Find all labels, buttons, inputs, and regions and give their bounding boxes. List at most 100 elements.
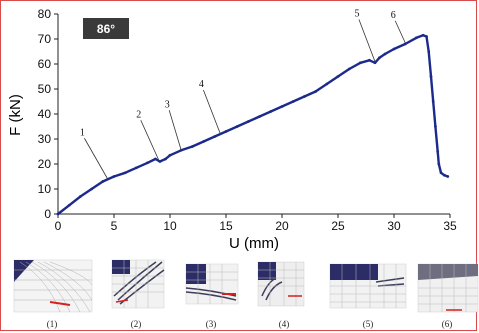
data-point <box>431 100 435 103</box>
annotation-leader-line <box>358 19 376 62</box>
annotation-label: 6 <box>391 10 396 21</box>
data-point <box>168 153 172 157</box>
annotation-layer: 1 2 3 4 5 6 <box>80 9 406 181</box>
annotation-label: 1 <box>80 127 85 138</box>
data-point <box>383 52 387 56</box>
data-point <box>258 115 261 118</box>
data-point <box>425 35 428 38</box>
x-tick-label: 25 <box>331 219 345 233</box>
data-point <box>373 61 377 65</box>
data-point <box>314 90 317 93</box>
data-point <box>359 61 362 65</box>
y-tick-label: 80 <box>38 7 52 21</box>
deformation-panels: (1) (2) (3) (4) (5) (6) <box>13 259 479 329</box>
angle-badge-text: 86° <box>97 22 115 36</box>
panel-4-image <box>257 261 305 307</box>
annotation-leader-line <box>394 20 406 43</box>
data-point <box>224 130 228 133</box>
x-tick-label: 5 <box>111 219 118 233</box>
panel-5-image <box>329 263 407 309</box>
panel-1-image <box>13 259 93 313</box>
data-point <box>135 166 138 170</box>
panel-2-caption: (2) <box>131 319 142 329</box>
data-point <box>378 56 381 60</box>
data-point <box>437 162 441 166</box>
data-point <box>443 173 446 177</box>
data-point <box>202 140 206 143</box>
x-tick-label: 0 <box>55 219 62 233</box>
data-point <box>291 100 295 103</box>
data-point <box>213 135 217 138</box>
data-point <box>392 47 396 51</box>
y-tick-label: 50 <box>38 82 52 96</box>
series-line <box>57 34 449 215</box>
annotation-label: 5 <box>354 9 359 20</box>
data-point <box>269 110 273 113</box>
panel-2-image <box>111 259 165 309</box>
data-point <box>303 95 306 98</box>
data-point <box>446 175 450 178</box>
panel-6-image <box>417 263 479 313</box>
annotation-label: 4 <box>199 79 204 90</box>
data-point <box>421 33 425 37</box>
data-point <box>179 148 183 152</box>
data-point <box>434 125 437 128</box>
data-point <box>336 75 340 78</box>
data-point <box>191 145 194 148</box>
data-point <box>90 187 93 191</box>
data-point <box>429 75 433 78</box>
data-point <box>67 203 71 207</box>
data-point <box>112 175 116 178</box>
x-tick-label: 35 <box>443 219 457 233</box>
data-point <box>403 42 407 46</box>
y-tick-label: 40 <box>38 107 52 121</box>
data-point <box>325 82 329 86</box>
annotation-label: 3 <box>165 99 170 110</box>
data-point <box>101 180 105 183</box>
data-point <box>154 157 157 161</box>
data-point <box>439 171 443 175</box>
data-point <box>146 161 150 165</box>
y-tick-label: 60 <box>38 57 52 71</box>
annotation-leader-line <box>203 89 221 135</box>
panel-6-caption: (6) <box>442 319 453 329</box>
data-point <box>123 171 127 175</box>
data-point <box>280 105 284 108</box>
x-axis-title: U (mm) <box>229 235 279 252</box>
data-point <box>247 120 250 123</box>
data-point <box>158 160 162 163</box>
x-tick-label: 10 <box>163 219 177 233</box>
data-point <box>79 195 82 198</box>
data-point <box>347 67 351 71</box>
data-point <box>235 125 239 128</box>
data-point <box>415 36 418 40</box>
y-tick-label: 10 <box>38 182 52 196</box>
panel-5-caption: (5) <box>363 319 374 329</box>
y-tick-label: 70 <box>38 32 52 46</box>
y-tick-label: 20 <box>38 157 52 171</box>
x-tick-label: 20 <box>275 219 289 233</box>
data-point <box>367 58 371 62</box>
x-tick-label: 30 <box>387 219 401 233</box>
y-axis-title: F (kN) <box>7 94 24 136</box>
angle-badge: 86° <box>83 18 129 39</box>
data-point <box>436 150 440 153</box>
panel-1-caption: (1) <box>47 319 58 329</box>
y-tick-label: 30 <box>38 132 52 146</box>
annotation-leader-line <box>140 120 160 161</box>
data-point <box>164 157 167 161</box>
annotation-leader-line <box>84 138 109 181</box>
data-point <box>427 50 431 53</box>
annotation-leader-line <box>168 110 182 151</box>
panel-3-caption: (3) <box>206 319 217 329</box>
data-point <box>56 212 60 216</box>
panel-3-image <box>185 263 239 305</box>
annotation-label: 2 <box>136 109 141 120</box>
y-tick-label: 0 <box>44 207 51 221</box>
panel-4-caption: (4) <box>279 319 290 329</box>
x-tick-label: 15 <box>219 219 233 233</box>
series-layer <box>56 33 450 216</box>
